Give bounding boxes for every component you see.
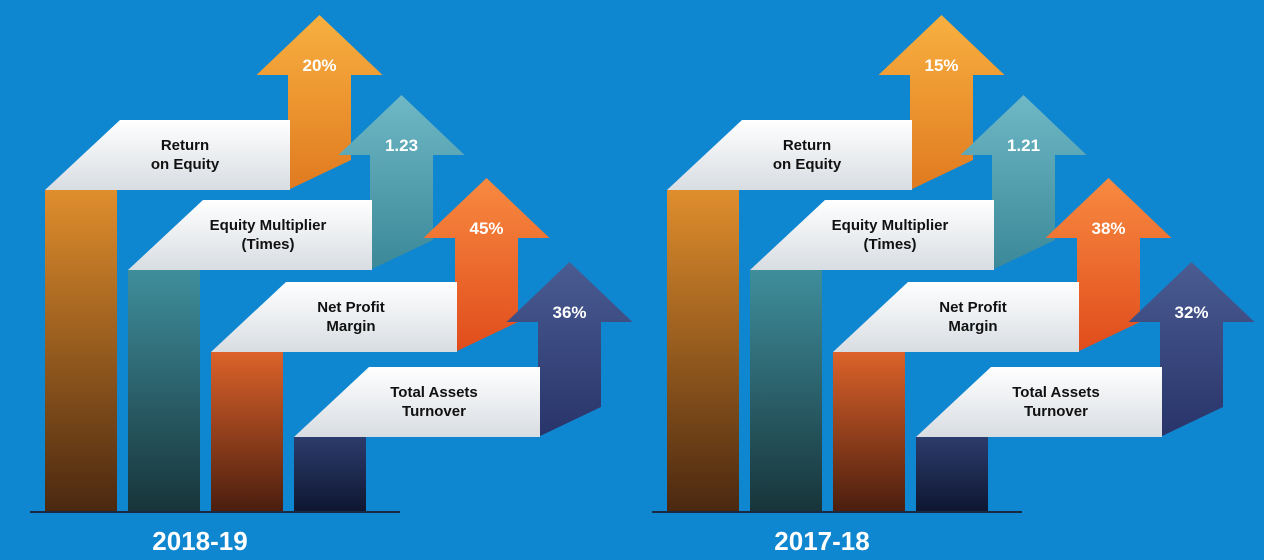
- item-label: Net Profit: [939, 299, 1007, 316]
- item-label: on Equity: [151, 156, 220, 173]
- year: 2018-19: [152, 526, 247, 556]
- year: 2017-18: [774, 526, 869, 556]
- item-value: 32%: [1174, 303, 1208, 322]
- bar: [916, 437, 988, 512]
- ribbon: [667, 120, 912, 190]
- item-label: Return: [783, 137, 831, 154]
- item-value: 15%: [924, 56, 958, 75]
- item-label: Return: [161, 137, 209, 154]
- ribbon: [211, 282, 457, 352]
- panel: 15% Return on Equity 1.21 Equity Multiplier (…: [652, 15, 1255, 556]
- bar: [45, 190, 117, 512]
- item-label: Net Profit: [317, 299, 385, 316]
- bar: [128, 270, 200, 512]
- ribbon: [916, 367, 1162, 437]
- item-value: 1.21: [1007, 136, 1040, 155]
- item-label: Total Assets: [390, 384, 478, 401]
- item-label: Equity Multiplier: [210, 217, 327, 234]
- bar: [833, 352, 905, 512]
- ribbon: [833, 282, 1079, 352]
- item-label: Total Assets: [1012, 384, 1100, 401]
- bar: [211, 352, 283, 512]
- item-label: Margin: [948, 318, 997, 335]
- ribbon: [750, 200, 994, 270]
- item-label: Equity Multiplier: [832, 217, 949, 234]
- item-value: 20%: [302, 56, 336, 75]
- item-label: Turnover: [1024, 403, 1088, 420]
- item-value: 45%: [469, 219, 503, 238]
- bar: [294, 437, 366, 512]
- item-label: Turnover: [402, 403, 466, 420]
- item-value: 38%: [1091, 219, 1125, 238]
- ribbon: [45, 120, 290, 190]
- bar: [750, 270, 822, 512]
- item-value: 36%: [552, 303, 586, 322]
- item-label: Margin: [326, 318, 375, 335]
- ribbon: [294, 367, 540, 437]
- bar: [667, 190, 739, 512]
- item-value: 1.23: [385, 136, 418, 155]
- ribbon: [128, 200, 372, 270]
- item-label: (Times): [863, 236, 916, 253]
- panel: 20% Return on Equity 1.23 Equity Multiplier (…: [30, 15, 633, 556]
- item-label: on Equity: [773, 156, 842, 173]
- item-label: (Times): [241, 236, 294, 253]
